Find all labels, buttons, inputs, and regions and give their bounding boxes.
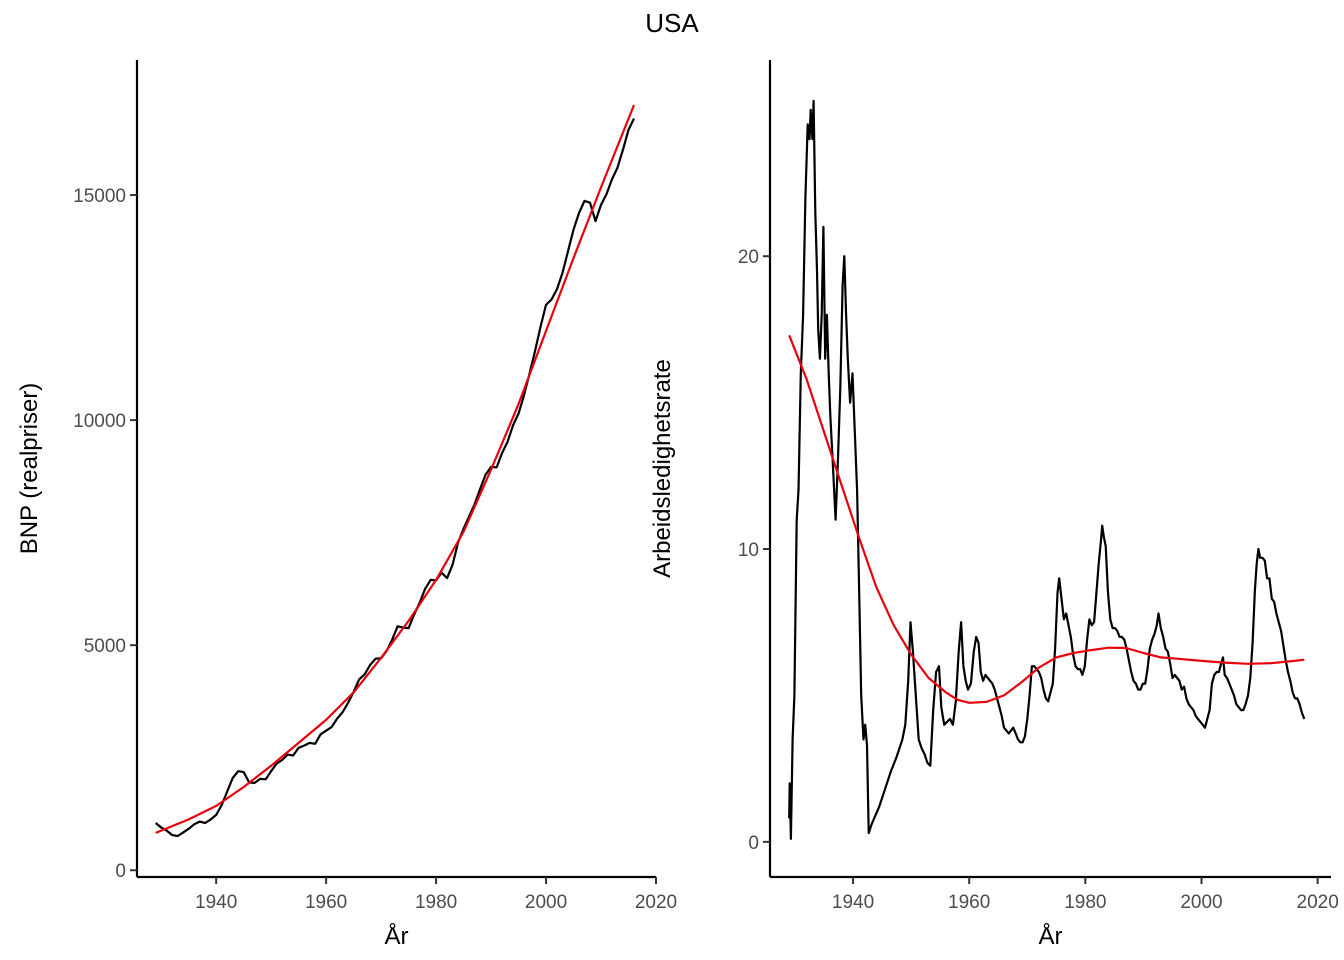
unemployment-x-tick-label: 2000 [1180,892,1222,913]
gdp-y-axis-title: BNP (realpriser) [16,383,43,555]
gdp-panel: 0 5000 10000 15000 1940 1960 1980 2000 2020 År BNP… [16,60,677,950]
unemployment-panel: 0 10 20 1940 1960 1980 2000 2020 År Arbeidsledigh… [649,60,1339,950]
unemployment-x-tick-label: 1960 [948,892,990,913]
gdp-y-tick-label: 10000 [73,411,126,432]
gdp-x-tick-label: 1940 [195,892,237,913]
gdp-y-tick-label: 5000 [84,636,126,657]
unemployment-trend-line [788,334,1305,704]
gdp-x-tick-label: 2020 [635,892,677,913]
gdp-trend-line [155,104,636,834]
unemployment-x-tick-label: 1940 [832,892,874,913]
chart-title: USA [645,8,699,38]
gdp-x-tick-label: 1980 [415,892,457,913]
gdp-x-axis-title: År [385,922,409,950]
gdp-y-tick-label: 15000 [73,186,126,207]
unemployment-y-tick-label: 0 [748,833,759,854]
unemployment-y-tick-label: 10 [738,540,759,561]
unemployment-y-axis-title: Arbeidsledighetsrate [649,359,676,578]
gdp-y-tick-label: 0 [115,861,126,882]
unemployment-x-tick-label: 2020 [1297,892,1339,913]
gdp-data-line [155,118,635,838]
gdp-x-tick-label: 1960 [305,892,347,913]
unemployment-data-line [788,99,1306,840]
gdp-x-tick-label: 2000 [525,892,567,913]
unemployment-y-tick-label: 20 [738,247,759,268]
unemployment-x-axis-title: År [1039,922,1063,950]
unemployment-x-tick-label: 1980 [1064,892,1106,913]
